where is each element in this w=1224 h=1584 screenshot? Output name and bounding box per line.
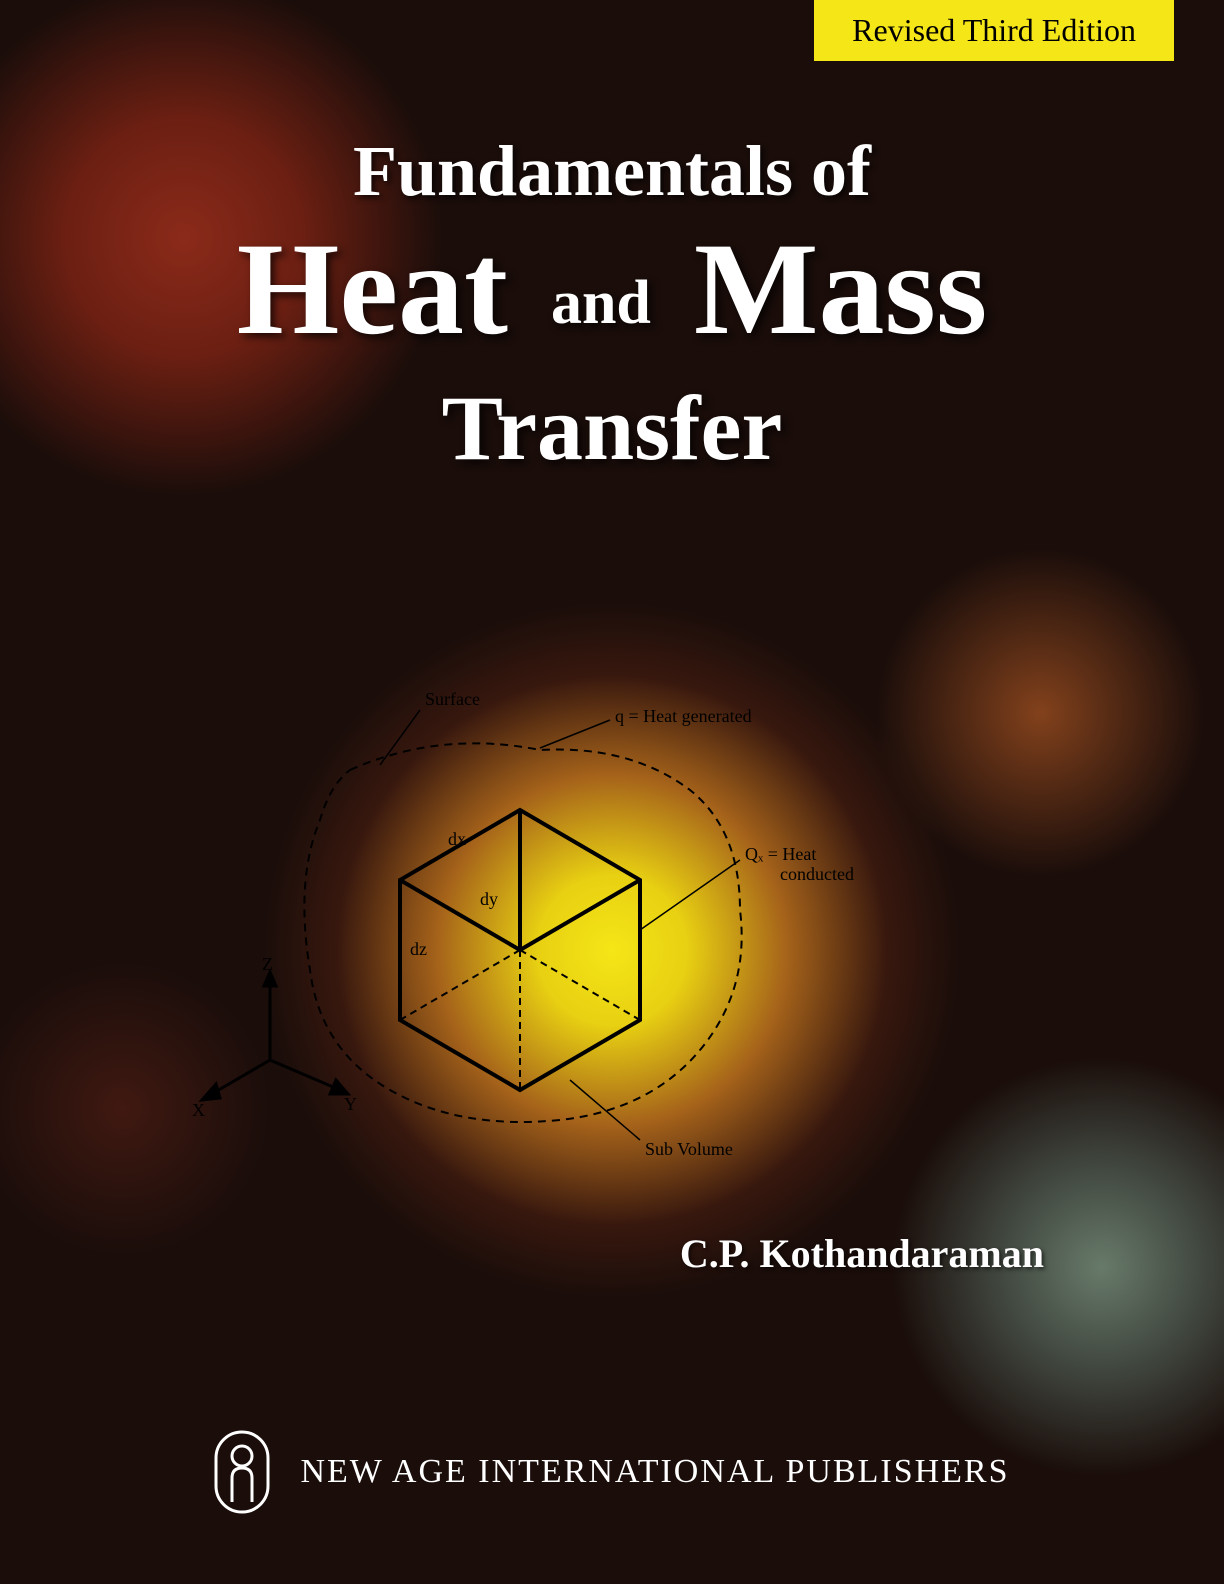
title-and: and xyxy=(551,269,651,337)
title-line2: Heat and Mass xyxy=(0,223,1224,355)
title-line3: Transfer xyxy=(0,375,1224,481)
label-subvol: Sub Volume xyxy=(645,1139,733,1159)
title-block: Fundamentals of Heat and Mass Transfer xyxy=(0,130,1224,481)
publisher-logo-icon xyxy=(214,1430,270,1514)
author-name: C.P. Kothandaraman xyxy=(680,1230,1044,1277)
label-dy: dy xyxy=(480,889,498,909)
axis-y: Y xyxy=(344,1094,357,1114)
leader-heatgen xyxy=(540,720,610,748)
label-heatcond-q: Qₓ = Heat xyxy=(745,844,816,864)
cube-diagram: Surface q = Heat generated Qₓ = Heat con… xyxy=(180,680,880,1200)
label-dx: dx xyxy=(448,829,466,849)
label-surface: Surface xyxy=(425,689,480,709)
leader-surface xyxy=(380,710,420,765)
title-heat: Heat xyxy=(237,215,508,362)
publisher-row: NEW AGE INTERNATIONAL PUBLISHERS xyxy=(0,1430,1224,1514)
label-heatcond-sub: conducted xyxy=(780,864,854,884)
edition-badge: Revised Third Edition xyxy=(814,0,1174,61)
label-heatgen: q = Heat generated xyxy=(615,706,752,726)
title-line1: Fundamentals of xyxy=(0,130,1224,213)
label-dz: dz xyxy=(410,939,427,959)
axis-z: Z xyxy=(262,954,273,974)
publisher-name: NEW AGE INTERNATIONAL PUBLISHERS xyxy=(300,1453,1009,1491)
leader-subvol xyxy=(570,1080,640,1140)
axes xyxy=(202,972,348,1100)
axis-x: X xyxy=(192,1100,205,1120)
surface-boundary xyxy=(304,743,741,1122)
title-mass: Mass xyxy=(694,215,987,362)
leader-heatcond xyxy=(640,860,740,930)
book-cover: Revised Third Edition Fundamentals of He… xyxy=(0,0,1224,1584)
cube-hidden xyxy=(400,950,640,1090)
